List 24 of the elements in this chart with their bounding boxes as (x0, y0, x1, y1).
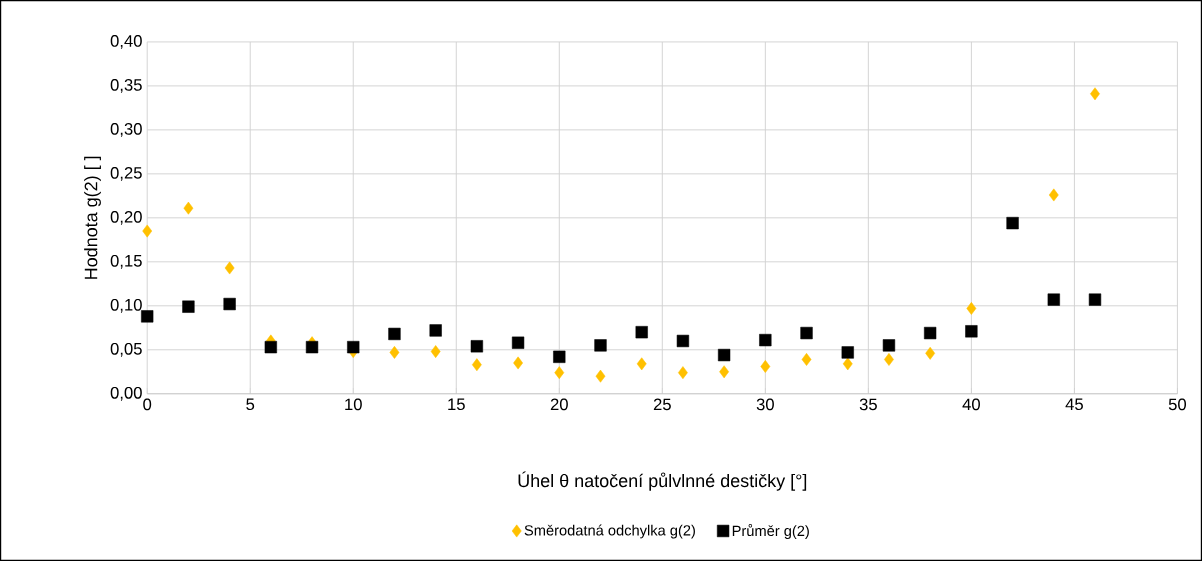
legend-label: Směrodatná odchylka g(2) (524, 524, 695, 539)
legend-label: Průměr g(2) (732, 524, 809, 539)
y-tick-label: 0,40 (110, 35, 142, 49)
y-tick-label: 0,15 (110, 254, 142, 269)
y-tick-label: 0,10 (110, 298, 142, 313)
y-tick-label: 0,35 (110, 79, 142, 93)
x-tick-label: 5 (246, 398, 255, 411)
x-tick-label: 30 (756, 398, 774, 411)
x-axis-title: Úhel θ natočení půlvlnné destičky [°] (518, 471, 807, 491)
y-tick-label: 0,25 (110, 167, 142, 181)
x-tick-label: 40 (962, 398, 980, 411)
x-tick-label: 10 (345, 398, 362, 411)
y-axis-title: Hodnota g(2) [ ] (84, 156, 101, 279)
x-tick-label: 20 (550, 398, 568, 411)
y-tick-label: 0,20 (110, 210, 142, 225)
y-tick-label: 0,30 (110, 123, 142, 137)
x-tick-label: 50 (1168, 398, 1187, 411)
y-tick-label: 0,05 (110, 342, 142, 357)
x-tick-label: 25 (653, 398, 671, 411)
x-tick-label: 0 (143, 398, 152, 411)
x-tick-label: 35 (859, 398, 877, 411)
x-tick-label: 45 (1065, 398, 1083, 411)
x-tick-label: 15 (448, 398, 465, 411)
y-tick-label: 0,00 (110, 386, 142, 401)
